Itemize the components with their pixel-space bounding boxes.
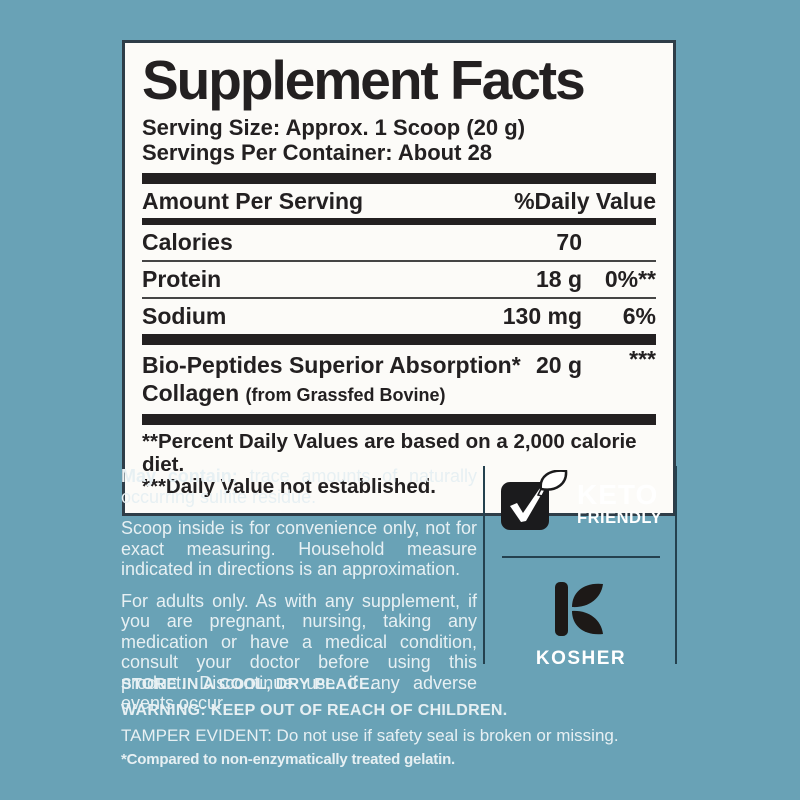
thick-rule-mid: [142, 334, 656, 345]
vertical-divider-left: [483, 466, 485, 664]
nutrient-dv: ***: [629, 346, 656, 372]
table-row-collagen: Bio-Peptides Superior Absorption* 20 g *…: [142, 345, 656, 414]
supplement-facts-panel: Supplement Facts Serving Size: Approx. 1…: [122, 40, 676, 516]
table-row-sodium: Sodium 130 mg 6%: [142, 297, 656, 334]
kosher-k-icon: [553, 582, 609, 641]
nutrient-name: Bio-Peptides Superior Absorption*: [142, 352, 521, 378]
footnote-not-established: ***Daily Value not established.: [142, 475, 436, 498]
scoop-paragraph: Scoop inside is for convenience only, no…: [121, 518, 477, 579]
keto-badge-text: KETO FRIENDLY: [577, 478, 662, 527]
nutrient-name: Calories: [142, 229, 233, 255]
nutrient-amount: 18 g: [535, 266, 582, 292]
facts-header-row: Amount Per Serving %Daily Value: [142, 184, 656, 218]
nutrient-source: (from Grassfed Bovine): [245, 385, 446, 405]
serving-size: Serving Size: Approx. 1 Scoop (20 g): [142, 115, 526, 140]
keto-check-leaf-icon: [500, 469, 570, 537]
nutrient-amount: 20 g: [535, 352, 582, 378]
tamper-evident-text: TAMPER EVIDENT: Do not use if safety sea…: [121, 726, 619, 745]
warning-text: WARNING: KEEP OUT OF REACH OF CHILDREN.: [121, 702, 508, 719]
thick-rule-bottom: [142, 414, 656, 425]
friendly-label: FRIENDLY: [577, 508, 662, 527]
footnote-daily-values: **Percent Daily Values are based on a 2,…: [142, 430, 637, 476]
thick-rule-top: [142, 173, 656, 184]
adults-only-paragraph: For adults only. As with any supplement,…: [121, 590, 477, 714]
nutrient-dv: 6%: [622, 303, 656, 329]
kosher-badge: KOSHER: [500, 582, 662, 670]
nutrient-name-line2: Collagen: [142, 380, 240, 406]
daily-value-header: %Daily Value: [514, 188, 656, 214]
medium-rule: [142, 218, 656, 225]
servings-per-container: Servings Per Container: About 28: [142, 140, 493, 165]
panel-title: Supplement Facts: [142, 49, 586, 111]
may-contain-label: May contain:: [121, 466, 238, 486]
badge-divider: [502, 556, 660, 558]
footnotes: **Percent Daily Values are based on a 2,…: [142, 425, 656, 503]
vertical-divider-right: [675, 466, 677, 664]
amount-per-serving-header: Amount Per Serving: [142, 188, 364, 214]
store-instruction: STORE IN A COOL, DRY PLACE.: [121, 676, 375, 693]
nutrient-name: Sodium: [142, 303, 227, 329]
nutrient-amount: 130 mg: [502, 303, 582, 329]
nutrient-name: Protein: [142, 266, 222, 292]
compared-footnote: *Compared to non-enzymatically treated g…: [121, 751, 456, 768]
info-column: May contain: trace amounts of naturally …: [121, 466, 477, 725]
may-contain-paragraph: May contain: trace amounts of naturally …: [121, 466, 477, 507]
keto-label: KETO: [577, 478, 659, 510]
nutrient-dv: 0%**: [604, 266, 656, 292]
may-contain-text: trace amounts of naturally occurring sul…: [121, 466, 478, 507]
keto-friendly-badge: KETO FRIENDLY: [500, 469, 668, 537]
table-row-protein: Protein 18 g 0%**: [142, 260, 656, 297]
nutrient-amount: 70: [556, 229, 582, 255]
table-row-calories: Calories 70: [142, 225, 656, 260]
kosher-label: KOSHER: [535, 648, 627, 669]
